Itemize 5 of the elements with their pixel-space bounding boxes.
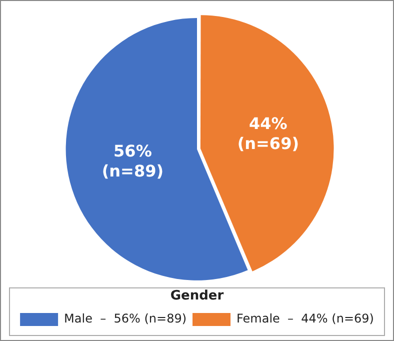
legend-label: Female – 44% (n=69) xyxy=(236,312,374,326)
legend-label: Male – 56% (n=89) xyxy=(64,312,187,326)
legend-title: Gender xyxy=(170,288,224,304)
data-label: 44% (n=69) xyxy=(237,114,300,154)
data-label: 56% (n=89) xyxy=(102,141,164,180)
